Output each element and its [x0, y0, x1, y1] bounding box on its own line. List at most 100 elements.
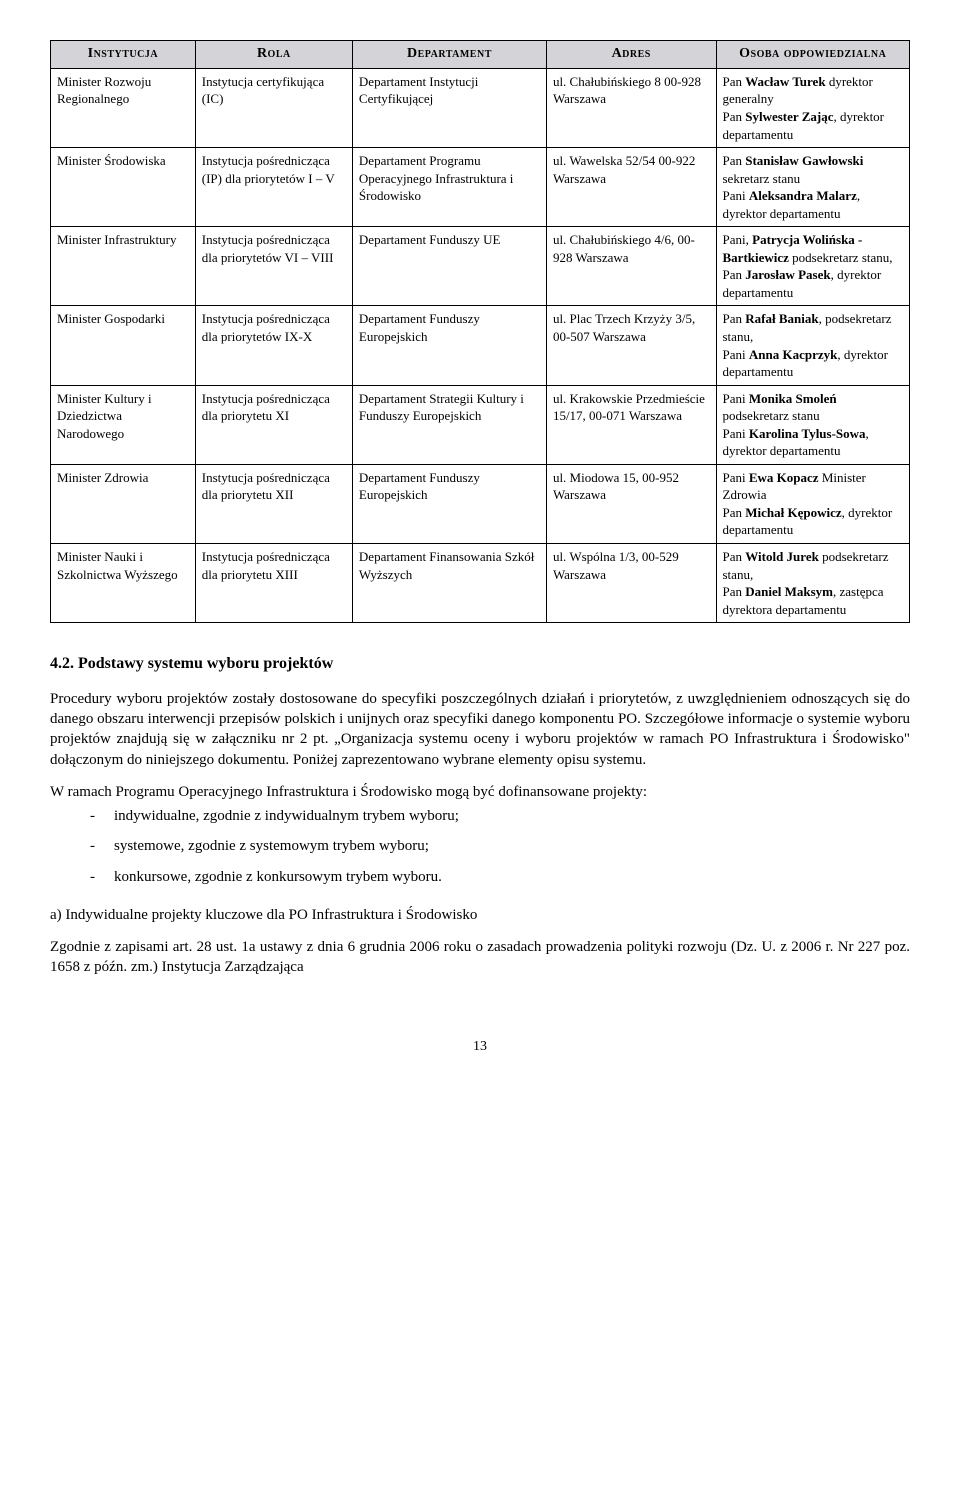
page-number: 13 [50, 1038, 910, 1057]
list-item: indywidualne, zgodnie z indywidualnym tr… [90, 806, 910, 826]
osoba-line: Pani Ewa Kopacz Minister Zdrowia [723, 469, 904, 504]
osoba-line: Pan Wacław Turek dyrektor generalny [723, 73, 904, 108]
cell-instytucja: Minister Kultury i Dziedzictwa Narodoweg… [51, 385, 196, 464]
cell-rola: Instytucja pośrednicząca (IP) dla priory… [195, 148, 352, 227]
osoba-pre: Pani [723, 188, 749, 203]
cell-adres: ul. Wspólna 1/3, 00-529 Warszawa [546, 544, 716, 623]
th-instytucja: Instytucja [51, 41, 196, 69]
osoba-name: Anna Kacprzyk [749, 347, 837, 362]
table-row: Minister InfrastrukturyInstytucja pośred… [51, 227, 910, 306]
osoba-pre: Pan [723, 549, 746, 564]
osoba-line: Pani, Patrycja Wolińska - Bartkiewicz po… [723, 231, 904, 266]
osoba-name: Aleksandra Malarz [749, 188, 857, 203]
cell-adres: ul. Plac Trzech Krzyży 3/5, 00-507 Warsz… [546, 306, 716, 385]
cell-osoba: Pan Witold Jurek podsekretarz stanu,Pan … [716, 544, 910, 623]
osoba-pre: Pani [723, 470, 749, 485]
cell-adres: ul. Wawelska 52/54 00-922 Warszawa [546, 148, 716, 227]
osoba-line: Pan Sylwester Zając, dyrektor departamen… [723, 108, 904, 143]
bullet-list: indywidualne, zgodnie z indywidualnym tr… [50, 806, 910, 887]
cell-departament: Departament Funduszy Europejskich [352, 464, 546, 543]
list-item: systemowe, zgodnie z systemowym trybem w… [90, 836, 910, 856]
osoba-name: Witold Jurek [745, 549, 819, 564]
cell-osoba: Pan Rafał Baniak, podsekretarz stanu,Pan… [716, 306, 910, 385]
osoba-pre: Pan [723, 153, 746, 168]
cell-instytucja: Minister Zdrowia [51, 464, 196, 543]
cell-adres: ul. Krakowskie Przedmieście 15/17, 00-07… [546, 385, 716, 464]
osoba-pre: Pani, [723, 232, 753, 247]
cell-osoba: Pan Stanisław Gawłowski sekretarz stanuP… [716, 148, 910, 227]
osoba-name: Michał Kępowicz [745, 505, 841, 520]
cell-adres: ul. Chałubińskiego 4/6, 00-928 Warszawa [546, 227, 716, 306]
cell-departament: Departament Instytucji Certyfikującej [352, 68, 546, 147]
paragraph-1: Procedury wyboru projektów zostały dosto… [50, 689, 910, 770]
osoba-line: Pani Monika Smoleń podsekretarz stanu [723, 390, 904, 425]
table-row: Minister GospodarkiInstytucja pośrednicz… [51, 306, 910, 385]
osoba-pre: Pani [723, 347, 749, 362]
osoba-line: Pani Aleksandra Malarz, dyrektor departa… [723, 187, 904, 222]
osoba-pre: Pan [723, 267, 746, 282]
osoba-name: Wacław Turek [745, 74, 825, 89]
table-header-row: Instytucja Rola Departament Adres Osoba … [51, 41, 910, 69]
osoba-name: Daniel Maksym [745, 584, 833, 599]
osoba-pre: Pan [723, 505, 746, 520]
osoba-name: Jarosław Pasek [745, 267, 830, 282]
osoba-line: Pan Michał Kępowicz, dyrektor departamen… [723, 504, 904, 539]
cell-osoba: Pani Ewa Kopacz Minister ZdrowiaPan Mich… [716, 464, 910, 543]
cell-osoba: Pani Monika Smoleń podsekretarz stanuPan… [716, 385, 910, 464]
osoba-post: sekretarz stanu [723, 171, 801, 186]
osoba-line: Pan Witold Jurek podsekretarz stanu, [723, 548, 904, 583]
table-row: Minister Kultury i Dziedzictwa Narodoweg… [51, 385, 910, 464]
cell-departament: Departament Finansowania Szkół Wyższych [352, 544, 546, 623]
osoba-name: Stanisław Gawłowski [745, 153, 863, 168]
osoba-pre: Pan [723, 109, 746, 124]
cell-osoba: Pan Wacław Turek dyrektor generalnyPan S… [716, 68, 910, 147]
osoba-line: Pan Stanisław Gawłowski sekretarz stanu [723, 152, 904, 187]
osoba-line: Pani Karolina Tylus-Sowa, dyrektor depar… [723, 425, 904, 460]
osoba-pre: Pan [723, 74, 746, 89]
paragraph-3: Zgodnie z zapisami art. 28 ust. 1a ustaw… [50, 937, 910, 978]
osoba-pre: Pani [723, 391, 749, 406]
osoba-pre: Pani [723, 426, 749, 441]
sub-heading: a) Indywidualne projekty kluczowe dla PO… [50, 905, 910, 925]
list-item: konkursowe, zgodnie z konkursowym trybem… [90, 867, 910, 887]
osoba-name: Monika Smoleń [749, 391, 837, 406]
table-row: Minister Rozwoju RegionalnegoInstytucja … [51, 68, 910, 147]
osoba-post: podsekretarz stanu [723, 408, 820, 423]
cell-departament: Departament Strategii Kultury i Funduszy… [352, 385, 546, 464]
th-osoba: Osoba odpowiedzialna [716, 41, 910, 69]
osoba-line: Pan Rafał Baniak, podsekretarz stanu, [723, 310, 904, 345]
table-row: Minister ŚrodowiskaInstytucja pośrednicz… [51, 148, 910, 227]
cell-instytucja: Minister Nauki i Szkolnictwa Wyższego [51, 544, 196, 623]
th-rola: Rola [195, 41, 352, 69]
cell-rola: Instytucja pośrednicząca dla priorytetu … [195, 385, 352, 464]
cell-instytucja: Minister Rozwoju Regionalnego [51, 68, 196, 147]
osoba-line: Pan Jarosław Pasek, dyrektor departament… [723, 266, 904, 301]
cell-rola: Instytucja pośrednicząca dla priorytetów… [195, 306, 352, 385]
table-row: Minister Nauki i Szkolnictwa WyższegoIns… [51, 544, 910, 623]
cell-departament: Departament Funduszy Europejskich [352, 306, 546, 385]
cell-rola: Instytucja pośrednicząca dla priorytetu … [195, 464, 352, 543]
table-row: Minister ZdrowiaInstytucja pośrednicząca… [51, 464, 910, 543]
section-heading: 4.2. Podstawy systemu wyboru projektów [50, 653, 910, 675]
institutions-table: Instytucja Rola Departament Adres Osoba … [50, 40, 910, 623]
cell-adres: ul. Chałubińskiego 8 00-928 Warszawa [546, 68, 716, 147]
cell-rola: Instytucja pośrednicząca dla priorytetów… [195, 227, 352, 306]
cell-instytucja: Minister Gospodarki [51, 306, 196, 385]
cell-instytucja: Minister Środowiska [51, 148, 196, 227]
osoba-post: podsekretarz stanu, [789, 250, 893, 265]
osoba-name: Sylwester Zając [745, 109, 833, 124]
osoba-name: Karolina Tylus-Sowa [749, 426, 866, 441]
cell-adres: ul. Miodowa 15, 00-952 Warszawa [546, 464, 716, 543]
cell-rola: Instytucja pośrednicząca dla priorytetu … [195, 544, 352, 623]
osoba-line: Pan Daniel Maksym, zastępca dyrektora de… [723, 583, 904, 618]
osoba-name: Ewa Kopacz [749, 470, 819, 485]
osoba-pre: Pan [723, 584, 746, 599]
cell-departament: Departament Funduszy UE [352, 227, 546, 306]
paragraph-2: W ramach Programu Operacyjnego Infrastru… [50, 782, 910, 802]
th-departament: Departament [352, 41, 546, 69]
th-adres: Adres [546, 41, 716, 69]
cell-osoba: Pani, Patrycja Wolińska - Bartkiewicz po… [716, 227, 910, 306]
cell-rola: Instytucja certyfikująca (IC) [195, 68, 352, 147]
cell-instytucja: Minister Infrastruktury [51, 227, 196, 306]
osoba-pre: Pan [723, 311, 746, 326]
